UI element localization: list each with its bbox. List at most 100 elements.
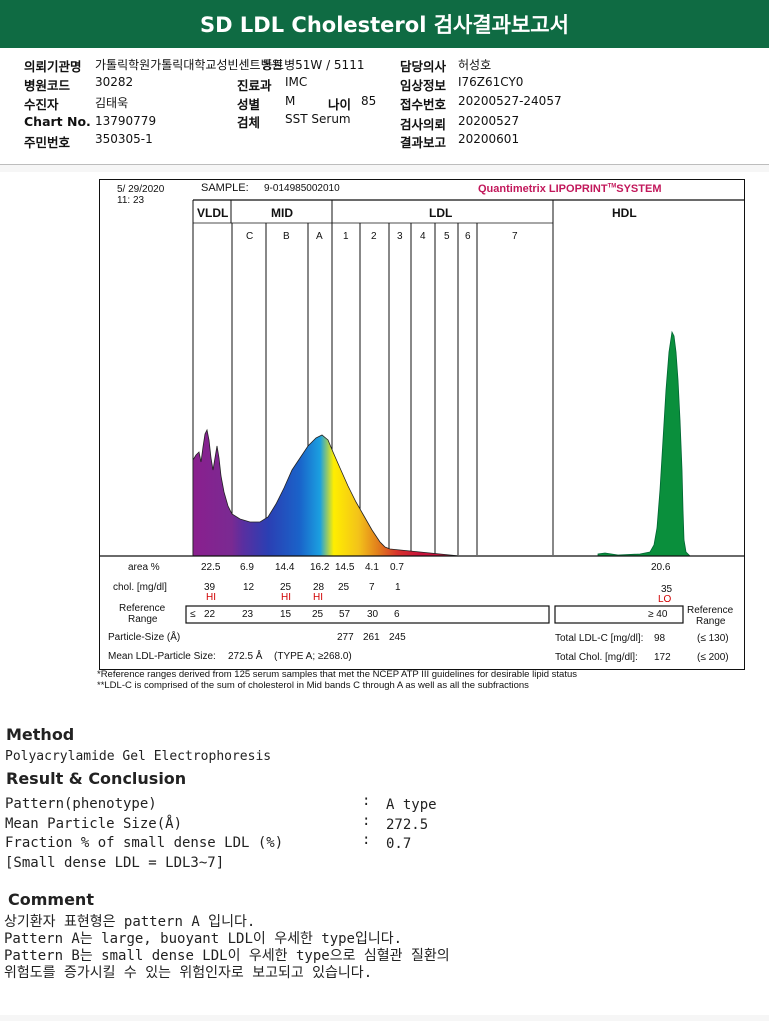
total-chol-range: (≤ 200) (697, 652, 729, 663)
result-note: [Small dense LDL = LDL3~7] (5, 855, 225, 871)
ldl-band-label: LDL (429, 206, 453, 220)
chol-value: 7 (369, 582, 375, 593)
chol-value: 25 (280, 582, 292, 593)
method-heading: Method (6, 725, 75, 744)
mid-band-label: MID (271, 206, 293, 220)
subband-label: 1 (343, 231, 349, 242)
subband-label: C (246, 231, 254, 242)
hdl-chol-flag: LO (658, 594, 672, 605)
comment-line: 위험도를 증가시킬 수 있는 위험인자로 보고되고 있습니다. (4, 965, 373, 981)
hospital-code: 30282 (95, 75, 134, 89)
subband-label: 4 (420, 231, 426, 242)
vldl-band-label: VLDL (197, 206, 229, 220)
hdl-ref-range-box (554, 605, 684, 624)
area-value: 22.5 (201, 562, 221, 573)
age: 85 (361, 94, 377, 108)
hdl-chol-value: 35 (661, 584, 673, 595)
total-chol-label: Total Chol. [mg/dl]: (555, 652, 638, 663)
clinical-info-label: 임상정보 (400, 78, 447, 93)
subband-label: 5 (444, 231, 450, 242)
result-row-value: A type (386, 797, 437, 813)
hdl-peak (597, 330, 691, 557)
footnote-2: **LDL-C is comprised of the sum of chole… (97, 680, 529, 691)
doctor-label: 담당의사 (400, 59, 447, 74)
chol-value: 25 (338, 582, 350, 593)
age-label: 나이 (328, 97, 352, 112)
mean-size-type: (TYPE A; ≥268.0) (274, 651, 352, 662)
result-report-label: 결과보고 (400, 135, 447, 150)
result-row-label: Pattern(phenotype) (5, 796, 157, 812)
particle-size-label: Particle-Size (Å) (108, 632, 181, 643)
result-row-label: Fraction % of small dense LDL (%) (5, 835, 284, 851)
specimen-label: 검체 (237, 115, 261, 130)
area-value: 4.1 (365, 562, 379, 573)
doctor: 허성호 (458, 58, 492, 72)
ldl-distribution-curve (192, 428, 461, 557)
result-colon: : (362, 813, 371, 829)
ref-right-label: Reference (687, 605, 734, 616)
ref-prefix: ≤ (190, 609, 196, 620)
ref-value: 22 (204, 609, 216, 620)
resident-no-label: 주민번호 (24, 135, 71, 150)
sex: M (285, 94, 296, 108)
ref-value: 57 (339, 609, 351, 620)
chol-value: 39 (204, 582, 216, 593)
hospital-code-label: 병원코드 (24, 78, 71, 93)
chart-no: 13790779 (95, 114, 157, 128)
subband-label: 7 (512, 231, 518, 242)
area-value: 14.5 (335, 562, 355, 573)
test-request-label: 검사의뢰 (400, 117, 447, 132)
subband-label: A (316, 231, 323, 242)
area-value: 16.2 (310, 562, 330, 573)
chol-flag: HI (281, 592, 291, 603)
ref-right-label-2: Range (696, 616, 726, 627)
report-title: SD LDL Cholesterol 검사결과보고서 (0, 0, 769, 48)
ref-value: 25 (312, 609, 324, 620)
mean-size-label: Mean LDL-Particle Size: (108, 651, 216, 662)
area-value: 0.7 (390, 562, 404, 573)
chol-flag: HI (206, 592, 216, 603)
comment-line: Pattern A는 large, buoyant LDL이 우세한 type입… (4, 931, 403, 947)
mean-size-value: 272.5 Å (228, 651, 263, 662)
particle-size: 261 (363, 632, 380, 643)
result-row-value: 272.5 (386, 817, 429, 833)
requesting-org-label: 의뢰기관명 (24, 59, 82, 74)
hdl-ref-value: ≥ 40 (648, 609, 668, 620)
result-row-label: Mean Particle Size(Å) (5, 816, 183, 832)
scan-time: 11: 23 (117, 195, 145, 206)
requesting-org: 가톨릭학원가톨릭대학교성빈센트병원 (95, 58, 283, 72)
hdl-area-value: 20.6 (651, 562, 671, 573)
patient-label: 수진자 (24, 97, 59, 112)
total-ldl-label: Total LDL-C [mg/dl]: (555, 633, 644, 644)
sample-label: SAMPLE: (201, 182, 249, 194)
ref-row-label-2: Range (128, 614, 158, 625)
comment-line: Pattern B는 small dense LDL이 우세한 type으로 심… (4, 948, 450, 964)
subband-label: 3 (397, 231, 403, 242)
ref-range-box (185, 605, 550, 624)
result-heading: Result & Conclusion (6, 769, 187, 788)
chart-no-label: Chart No. (24, 114, 91, 129)
system-name: Quantimetrix LIPOPRINTTMSYSTEM (478, 183, 661, 195)
subband-label: 6 (465, 231, 471, 242)
total-chol-value: 172 (654, 652, 671, 663)
system-prefix: Quantimetrix LIPOPRINT (478, 183, 608, 195)
test-request-date: 20200527 (458, 114, 520, 128)
result-colon: : (362, 832, 371, 848)
scanned-report (0, 172, 769, 1015)
chol-flag: HI (313, 592, 323, 603)
area-row-label: area % (128, 562, 160, 573)
receipt-no: 20200527-24057 (458, 94, 562, 108)
area-value: 14.4 (275, 562, 295, 573)
total-ldl-range: (≤ 130) (697, 633, 729, 644)
total-ldl-value: 98 (654, 633, 666, 644)
hdl-band-label: HDL (612, 206, 637, 220)
sample-id: 9-014985002010 (264, 183, 340, 194)
result-report-date: 20200601 (458, 132, 520, 146)
particle-size: 245 (389, 632, 406, 643)
dept-label: 진료과 (237, 78, 272, 93)
particle-size: 277 (337, 632, 354, 643)
band-dividers (192, 200, 554, 555)
ward: 동트병51W / 5111 (262, 58, 365, 72)
comment-heading: Comment (8, 890, 94, 909)
result-colon: : (362, 793, 371, 809)
